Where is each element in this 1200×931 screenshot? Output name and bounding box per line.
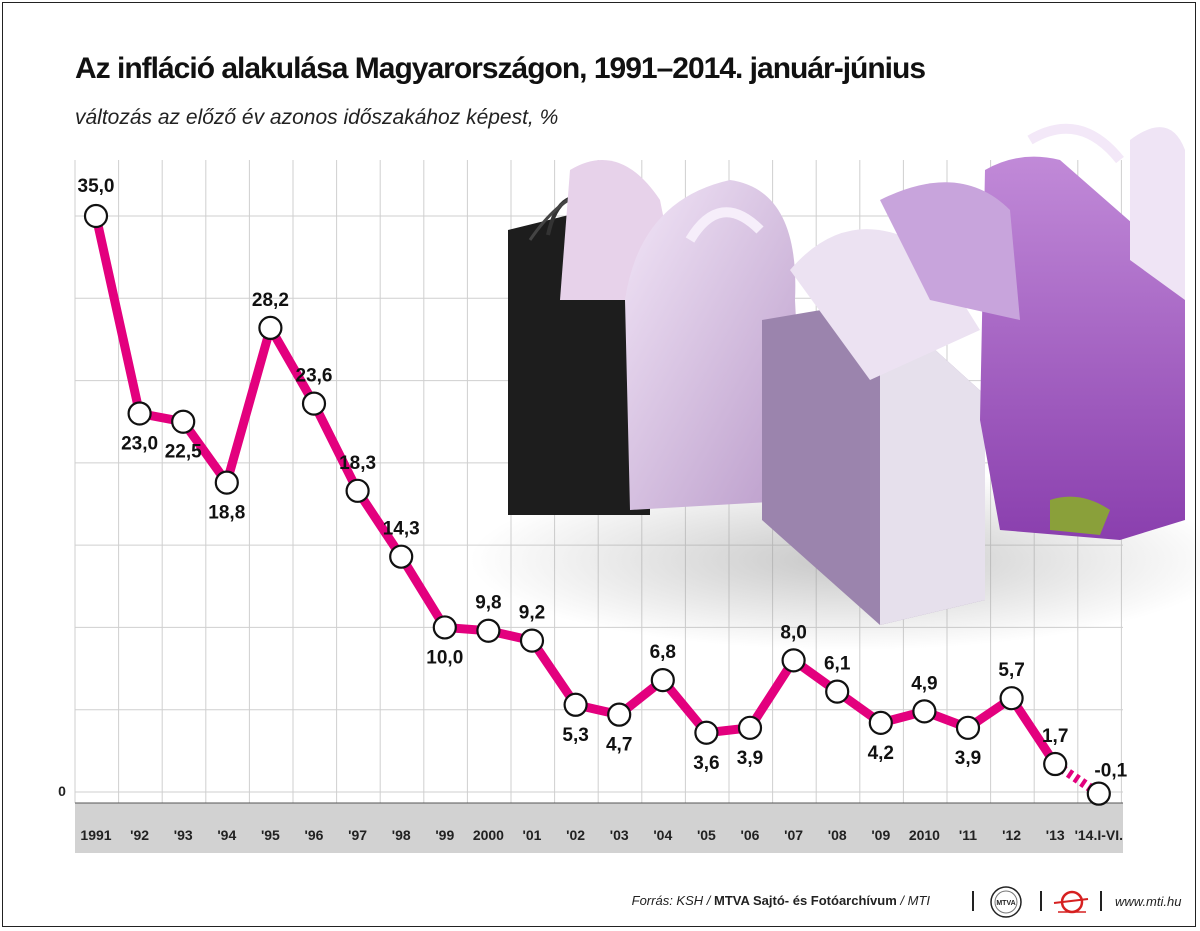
x-tick-label: '12 [1002,827,1021,843]
source-prefix: Forrás: KSH / [631,893,711,908]
data-label: 18,3 [339,453,376,474]
inflation-line-chart: 0 1991 '92 '93 '94 '95 '96 '97 '98 '99 2000 '01 '02… [58,123,1200,853]
x-tick-label: '09 [871,827,890,843]
x-tick-label: '02 [566,827,585,843]
footer: Forrás: KSH / MTVA Sajtó- és Fotóarchívu… [0,885,1200,925]
x-tick-label: '07 [784,827,803,843]
data-label: 4,2 [868,743,894,764]
inflation-series [83,203,1111,806]
data-point [825,679,850,704]
x-tick-label: '98 [392,827,411,843]
source-org: MTVA Sajtó- és Fotóarchívum [714,893,897,908]
data-label: 10,0 [426,647,463,668]
x-tick-label: '95 [261,827,280,843]
x-tick-label: '99 [435,827,454,843]
data-label: 8,0 [780,622,806,643]
data-point [563,692,588,717]
x-tick-label: '93 [174,827,193,843]
data-label: 9,8 [475,593,501,614]
x-tick-labels: 1991 '92 '93 '94 '95 '96 '97 '98 '99 2000 '01 '02 '0… [80,827,1123,843]
data-label: 23,0 [121,433,158,454]
x-tick-label: '11 [959,827,977,843]
x-tick-label: '04 [653,827,672,843]
shopping-bags-illustration [470,123,1200,650]
chart-subtitle: változás az előző év azonos időszakához … [75,106,559,129]
data-label: 6,1 [824,654,851,675]
data-label: 9,2 [519,603,545,624]
data-point [1086,781,1111,806]
data-label: 4,7 [606,735,632,756]
separator [972,891,974,911]
x-tick-label: 1991 [80,827,111,843]
data-label: 1,7 [1042,726,1068,747]
data-point [955,715,981,740]
data-point [389,544,414,569]
x-tick-label: '14.I-VI. [1075,827,1123,843]
data-label: 3,9 [737,748,763,769]
data-point [999,686,1024,711]
website-link[interactable]: www.mti.hu [1115,894,1182,909]
x-tick-label: '01 [523,827,542,843]
x-tick-label: 2000 [473,827,504,843]
data-label: 23,6 [296,366,333,387]
data-point [83,203,109,229]
data-point [1043,751,1068,777]
x-tick-label: 2010 [909,827,940,843]
data-point [171,409,196,434]
x-tick-label: '13 [1046,827,1065,843]
data-label: 4,9 [911,673,937,694]
x-tick-label: '97 [348,827,367,843]
data-label: 5,3 [562,725,588,746]
x-tick-label: '08 [828,827,847,843]
x-tick-label: '94 [217,827,236,843]
data-label: 35,0 [78,176,115,197]
x-tick-label: '05 [697,827,716,843]
data-point [127,401,152,426]
data-labels: 35,0 23,0 22,5 18,8 28,2 23,6 18,3 14,3 10,0 9,8 9… [78,176,1128,782]
data-point [694,720,719,745]
x-tick-label: '03 [610,827,629,843]
x-tick-label: '96 [305,827,324,843]
data-label: 14,3 [383,519,420,540]
data-point [737,715,763,740]
data-point [781,648,806,673]
data-point [912,699,937,724]
separator [1100,891,1102,911]
source-suffix: / MTI [900,893,930,908]
data-point [607,702,632,727]
mtva-logo-icon: MTVA [990,886,1022,918]
x-axis-band [75,803,1123,853]
data-point [432,615,457,640]
separator [1040,891,1042,911]
data-point [258,315,283,341]
x-tick-label: '06 [741,827,760,843]
mtva-logo-text: MTVA [996,900,1015,907]
data-label: 22,5 [165,442,202,463]
x-tick-label: '92 [130,827,149,843]
data-label: 3,6 [693,753,719,774]
data-label: -0,1 [1094,761,1127,782]
data-point [519,628,545,653]
data-point [301,391,327,416]
mti-logo-icon [1053,890,1089,914]
data-label: 18,8 [208,503,245,524]
source-credit: Forrás: KSH / MTVA Sajtó- és Fotóarchívu… [632,893,930,908]
data-point [476,618,501,643]
data-label: 28,2 [252,290,289,311]
data-label: 3,9 [955,748,981,769]
data-point [650,667,675,693]
data-point [214,470,239,495]
data-label: 6,8 [650,642,676,663]
data-label: 5,7 [998,660,1024,681]
chart-title: Az infláció alakulása Magyarországon, 19… [75,52,926,85]
data-point [345,478,370,503]
data-point [868,710,893,735]
y-zero-label: 0 [58,783,66,799]
